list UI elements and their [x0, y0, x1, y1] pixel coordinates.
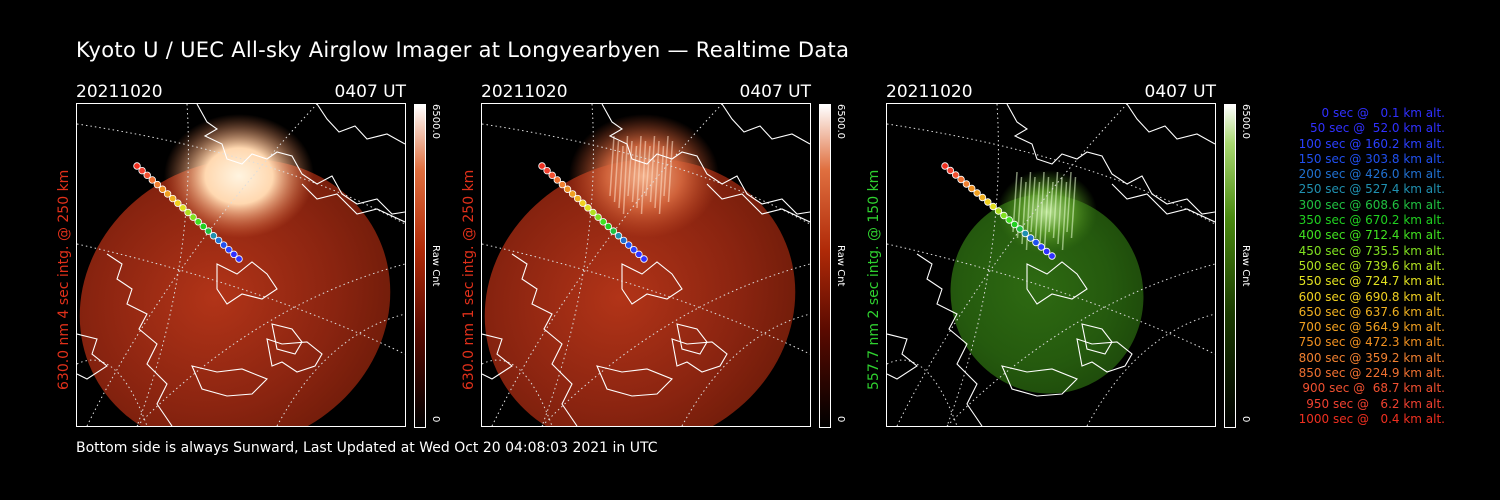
colorbar-min-3: 0	[1240, 416, 1251, 423]
colorbar-2	[819, 104, 831, 428]
colorbar-max-2: 6500.0	[835, 104, 846, 139]
page-title: Kyoto U / UEC All-sky Airglow Imager at …	[76, 38, 850, 62]
legend-row: 150 sec @ 303.8 km alt.	[1298, 151, 1445, 166]
legend-row: 650 sec @ 637.6 km alt.	[1298, 304, 1445, 319]
allsky-image-graphic	[482, 104, 810, 426]
legend-row: 900 sec @ 68.7 km alt.	[1302, 381, 1445, 396]
allsky-image-graphic	[887, 104, 1215, 426]
wavelength-label-2: 630.0 nm 1 sec intg. @ 250 km	[461, 169, 477, 390]
wavelength-label-3: 557.7 nm 2 sec intg. @ 150 km	[866, 169, 882, 390]
legend-row: 450 sec @ 735.5 km alt.	[1298, 243, 1445, 258]
airglow-panel-1: 20211020 0407 UT	[76, 82, 406, 427]
colorbar-unit-3: Raw Cnt	[1240, 245, 1251, 287]
colorbar-max-3: 6500.0	[1240, 104, 1251, 139]
legend-row: 800 sec @ 359.2 km alt.	[1298, 350, 1445, 365]
airglow-panel-2: 20211020 0407 UT	[481, 82, 811, 427]
legend-row: 850 sec @ 224.9 km alt.	[1298, 366, 1445, 381]
panel-time: 0407 UT	[334, 82, 407, 102]
colorbar-unit-1: Raw Cnt	[430, 245, 441, 287]
legend-row: 200 sec @ 426.0 km alt.	[1298, 167, 1445, 182]
legend-row: 1000 sec @ 0.4 km alt.	[1298, 411, 1445, 426]
legend-row: 350 sec @ 670.2 km alt.	[1298, 213, 1445, 228]
allsky-image	[886, 103, 1216, 427]
allsky-image	[481, 103, 811, 427]
legend-row: 300 sec @ 608.6 km alt.	[1298, 197, 1445, 212]
panel-time: 0407 UT	[739, 82, 812, 102]
colorbar-3	[1224, 104, 1236, 428]
colorbar-min-1: 0	[430, 416, 441, 423]
legend-row: 950 sec @ 6.2 km alt.	[1306, 396, 1445, 411]
legend-row: 550 sec @ 724.7 km alt.	[1298, 274, 1445, 289]
panel-date: 20211020	[886, 82, 973, 102]
legend-row: 600 sec @ 690.8 km alt.	[1298, 289, 1445, 304]
panel-date: 20211020	[481, 82, 568, 102]
colorbar-max-1: 6500.0	[430, 104, 441, 139]
legend-row: 50 sec @ 52.0 km alt.	[1310, 121, 1445, 136]
airglow-panel-3: 20211020 0407 UT	[886, 82, 1216, 427]
panel-date: 20211020	[76, 82, 163, 102]
legend-row: 250 sec @ 527.4 km alt.	[1298, 182, 1445, 197]
wavelength-label-1: 630.0 nm 4 sec intg. @ 250 km	[56, 169, 72, 390]
legend-row: 400 sec @ 712.4 km alt.	[1298, 228, 1445, 243]
legend-row: 100 sec @ 160.2 km alt.	[1298, 136, 1445, 151]
allsky-image-graphic	[77, 104, 405, 426]
panel-time: 0407 UT	[1144, 82, 1217, 102]
legend-row: 500 sec @ 739.6 km alt.	[1298, 258, 1445, 273]
allsky-image	[76, 103, 406, 427]
colorbar-min-2: 0	[835, 416, 846, 423]
legend-row: 0 sec @ 0.1 km alt.	[1321, 106, 1446, 120]
footer-note: Bottom side is always Sunward, Last Upda…	[76, 440, 658, 456]
trajectory-legend: 0 sec @ 0.1 km alt. 50 sec @ 52.0 km alt.…	[1255, 106, 1445, 427]
legend-row: 750 sec @ 472.3 km alt.	[1298, 335, 1445, 350]
colorbar-unit-2: Raw Cnt	[835, 245, 846, 287]
legend-row: 700 sec @ 564.9 km alt.	[1298, 320, 1445, 335]
colorbar-1	[414, 104, 426, 428]
